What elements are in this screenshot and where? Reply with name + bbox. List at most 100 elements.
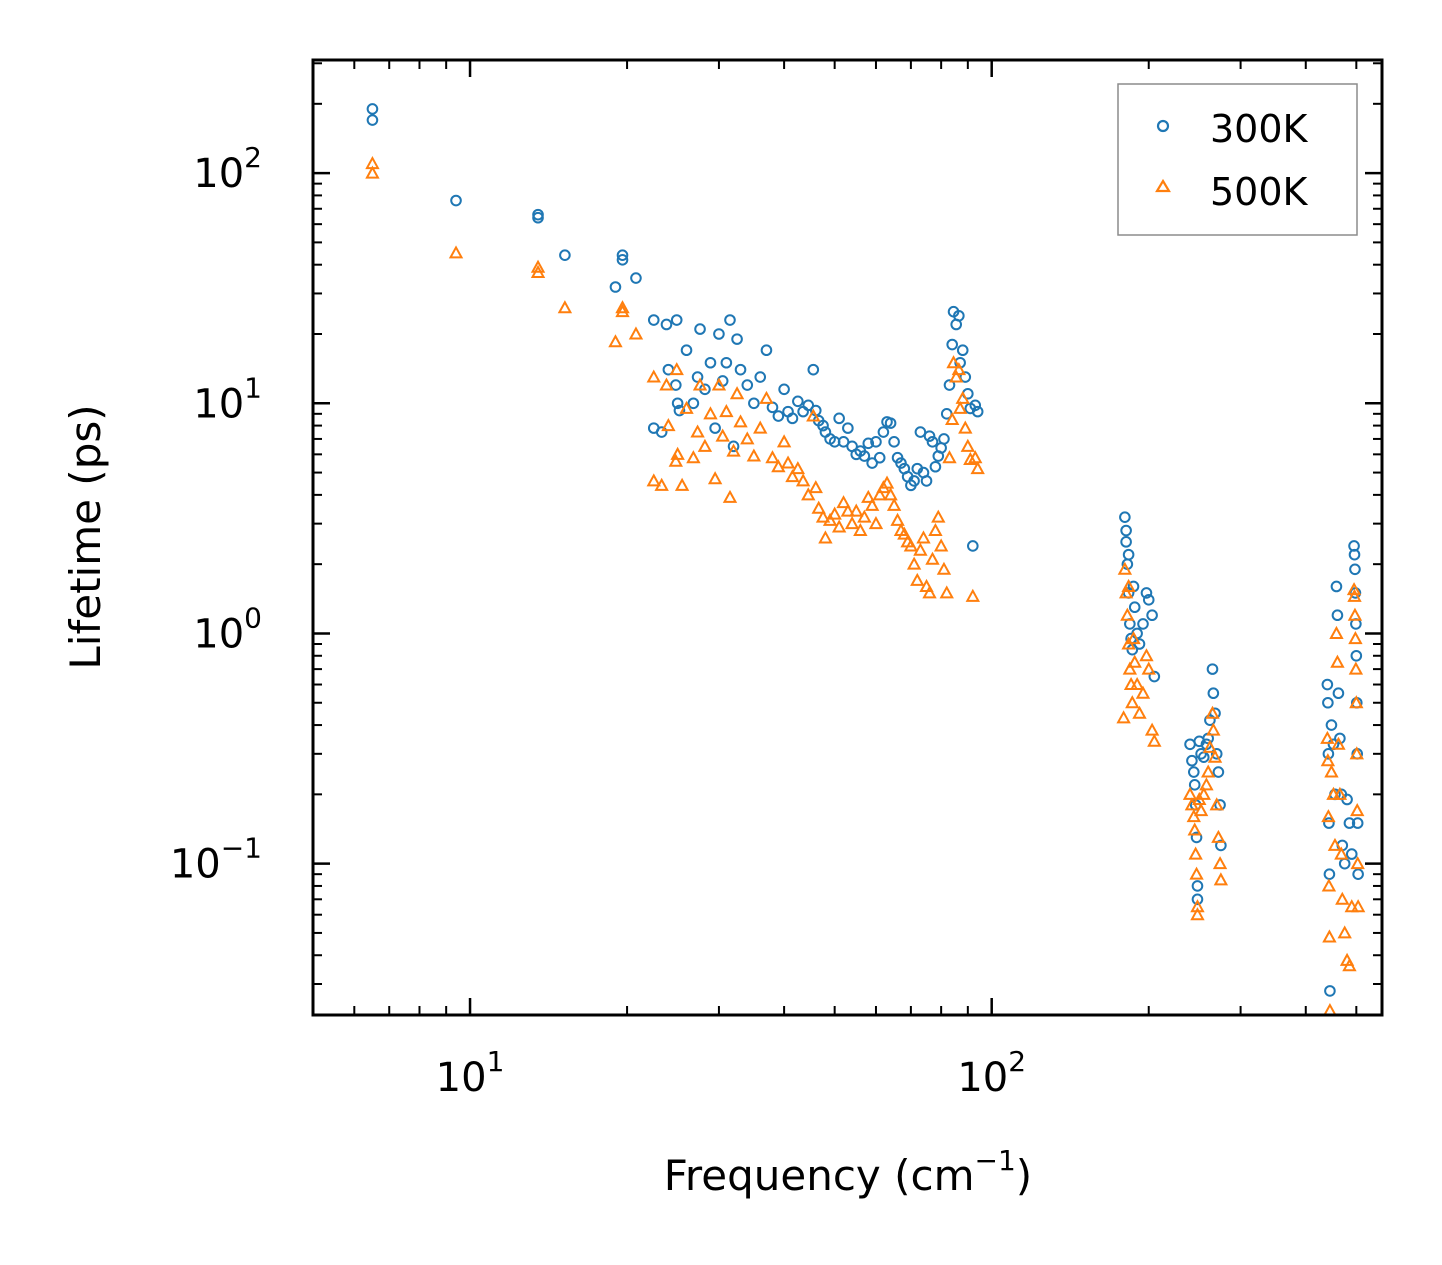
data-point-300k xyxy=(691,371,704,383)
data-point-300k xyxy=(833,412,845,425)
data-point-500k xyxy=(951,362,967,376)
data-point-500k xyxy=(1335,891,1350,905)
data-point-500k xyxy=(1182,786,1198,800)
data-point-300k xyxy=(1191,880,1204,892)
data-point-500k xyxy=(933,538,949,552)
data-point-300k xyxy=(862,437,875,450)
data-point-500k xyxy=(740,431,755,445)
data-point-500k xyxy=(1139,648,1154,662)
data-point-300k xyxy=(914,426,927,438)
data-point-300k xyxy=(1186,754,1198,767)
data-point-500k xyxy=(628,326,644,340)
data-point-500k xyxy=(1212,856,1228,870)
x-tick-label: 102 xyxy=(957,1045,1026,1101)
data-point-300k xyxy=(1146,609,1158,622)
data-point-300k xyxy=(1142,594,1155,606)
data-point-500k xyxy=(765,450,780,464)
data-point-300k xyxy=(731,333,743,345)
data-point-500k xyxy=(1322,929,1337,943)
data-point-500k xyxy=(958,420,973,434)
data-point-300k xyxy=(760,344,773,357)
data-point-300k xyxy=(720,356,733,369)
data-point-500k xyxy=(692,377,708,391)
data-point-300k xyxy=(786,412,799,425)
data-point-300k xyxy=(1122,548,1135,561)
y-axis-title: Lifetime (ps) xyxy=(61,404,110,669)
y-tick-label: 100 xyxy=(193,601,262,657)
data-point-500k xyxy=(707,471,723,485)
data-point-500k xyxy=(955,390,970,404)
data-point-300k xyxy=(837,436,850,448)
data-point-300k xyxy=(727,440,740,453)
data-point-500k xyxy=(1120,607,1135,621)
data-point-300k xyxy=(920,475,933,487)
data-point-500k xyxy=(1350,803,1365,817)
data-point-500k xyxy=(1330,654,1345,668)
data-point-500k xyxy=(661,418,676,432)
data-point-500k xyxy=(669,362,684,376)
data-point-500k xyxy=(1320,753,1336,767)
data-point-500k xyxy=(883,487,898,501)
data-point-500k xyxy=(806,408,821,422)
data-point-300k xyxy=(1212,766,1225,778)
data-point-500k xyxy=(913,542,928,556)
data-point-300k xyxy=(1325,719,1338,731)
data-point-300k xyxy=(1330,580,1343,593)
data-point-500k xyxy=(1332,786,1348,800)
data-point-500k xyxy=(771,459,786,473)
data-point-300k xyxy=(926,436,939,448)
data-point-300k xyxy=(1187,766,1200,778)
data-point-500k xyxy=(1125,695,1140,709)
data-point-500k xyxy=(1350,899,1366,913)
data-point-500k xyxy=(916,530,931,544)
data-point-300k xyxy=(929,460,942,473)
data-point-300k xyxy=(694,323,706,335)
data-point-500k xyxy=(753,420,768,434)
y-tick-label: 10−1 xyxy=(170,832,262,888)
legend-marker-300k xyxy=(1156,119,1170,133)
data-point-500k xyxy=(711,377,727,391)
data-point-300k xyxy=(734,363,747,376)
data-point-500k xyxy=(897,526,912,540)
data-point-500k xyxy=(1320,730,1335,744)
data-point-300k xyxy=(1140,587,1153,599)
data-point-300k xyxy=(673,404,686,417)
data-point-500k xyxy=(801,487,816,501)
data-point-300k xyxy=(687,397,700,410)
data-point-500k xyxy=(970,461,985,475)
data-point-300k xyxy=(1120,536,1132,548)
data-point-500k xyxy=(815,509,831,523)
data-point-500k xyxy=(1337,925,1352,939)
data-point-500k xyxy=(1188,846,1203,860)
data-point-300k xyxy=(772,410,785,422)
legend-marker-500k xyxy=(1155,178,1171,193)
data-point-300k xyxy=(1215,839,1227,852)
data-point-500k xyxy=(928,522,943,537)
data-point-500k xyxy=(910,572,925,586)
data-point-500k xyxy=(925,551,940,565)
data-point-500k xyxy=(1129,676,1145,691)
x-tick-labels: 101 102 xyxy=(436,1045,1026,1101)
data-point-300k xyxy=(877,426,890,438)
data-point-300k xyxy=(450,194,462,207)
data-point-500k xyxy=(872,487,887,501)
data-point-300k xyxy=(616,254,629,266)
data-point-500k xyxy=(1147,733,1162,747)
data-point-500k xyxy=(615,300,630,314)
data-point-300k xyxy=(1343,817,1356,829)
data-point-500k xyxy=(1324,764,1339,778)
x-tick-label: 101 xyxy=(436,1045,505,1101)
data-point-500k xyxy=(827,506,842,520)
data-point-500k xyxy=(857,509,872,523)
data-point-500k xyxy=(557,300,573,314)
data-point-300k xyxy=(1322,696,1334,709)
data-point-500k xyxy=(679,400,694,414)
data-point-500k xyxy=(1189,866,1204,880)
data-point-500k xyxy=(608,334,623,348)
data-point-300k xyxy=(1184,738,1196,751)
data-point-500k xyxy=(790,461,806,475)
data-point-300k xyxy=(938,433,950,445)
data-point-500k xyxy=(945,411,960,426)
data-point-500k xyxy=(1126,631,1141,645)
data-point-300k xyxy=(1188,779,1201,791)
